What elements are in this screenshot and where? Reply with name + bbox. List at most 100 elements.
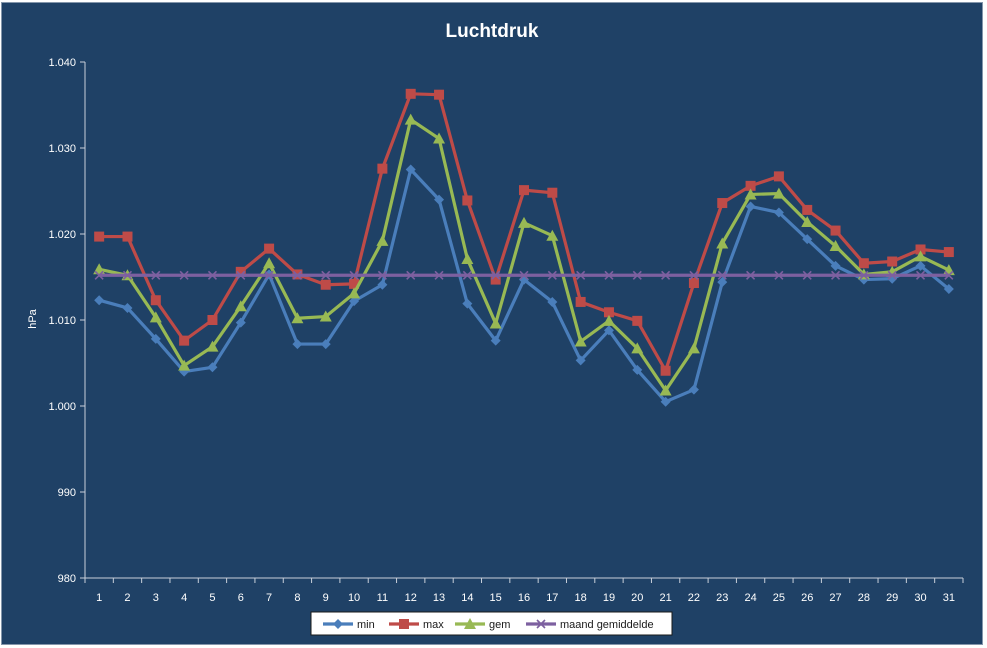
x-tick-label: 18 [575,592,587,604]
data-point [887,256,898,267]
data-point [744,188,757,200]
data-point [745,180,756,191]
data-point [943,284,954,295]
x-tick-label: 14 [461,592,473,604]
series-line [98,167,950,404]
x-tick-label: 23 [716,592,728,604]
data-point [632,315,643,326]
x-tick-label: 28 [858,592,870,604]
data-point [490,335,501,346]
data-point [263,257,276,269]
data-point [404,113,417,125]
x-tick-label: 25 [773,592,785,604]
x-tick-label: 1 [96,592,102,604]
x-tick-label: 24 [744,592,756,604]
data-point [434,194,445,205]
data-point [830,225,841,236]
data-point [773,207,784,218]
data-point [603,325,614,336]
data-point [547,187,558,198]
data-point [349,270,359,280]
data-point [830,270,841,280]
data-point [236,270,246,280]
data-point [377,270,387,280]
data-point [377,163,388,174]
data-point [319,310,332,322]
data-point [94,295,105,306]
data-point [122,270,133,280]
legend-marker [333,619,343,629]
data-point [178,359,191,371]
legend-label: min [357,619,375,631]
data-point [349,296,360,307]
legend: min max gem maand gemiddelde [310,611,673,636]
data-point [292,270,302,280]
x-tick-label: 19 [603,592,615,604]
data-point [547,270,557,280]
data-point [915,244,926,255]
data-point [944,270,954,280]
data-point [321,270,331,280]
x-tick-label: 30 [914,592,926,604]
x-tick-label: 31 [943,592,955,604]
data-point [490,274,501,285]
data-point [802,270,812,280]
x-tick-label: 11 [377,592,388,604]
series-line [98,118,950,393]
data-point [603,307,614,318]
data-point [915,270,926,280]
data-point [717,277,728,288]
data-point [547,296,558,307]
data-point [716,237,729,249]
data-point [774,270,784,280]
x-tick-label: 4 [181,592,187,604]
data-point [659,384,672,396]
data-point [264,270,274,280]
x-tick-label: 12 [405,592,417,604]
data-point [802,234,813,245]
data-point [717,198,728,209]
data-point [406,270,416,280]
data-point [349,278,360,289]
y-tick-label: 990 [58,487,76,499]
data-point [434,270,444,280]
data-point [602,314,615,326]
data-point [829,240,842,252]
data-point [660,365,671,376]
legend-entry: max [389,619,444,631]
data-point [150,333,161,344]
y-tick-label: 980 [58,573,76,585]
data-point [462,270,472,280]
data-point [433,132,446,144]
data-point [122,231,133,242]
data-point [235,266,246,277]
chart-title: Luchtdruk [446,21,539,42]
data-point [462,195,473,206]
data-point [830,260,841,271]
x-tick-label: 8 [294,592,300,604]
data-point [179,270,189,280]
data-point [376,234,389,246]
series-layer [93,88,955,407]
x-tick-label: 16 [518,592,530,604]
data-point [489,317,502,329]
data-point [660,396,671,407]
data-point [518,216,530,228]
x-tick-label: 6 [238,592,244,604]
data-point [688,278,699,289]
data-point [661,270,671,280]
legend-marker [399,619,409,629]
legend-marker [464,618,476,629]
data-point [207,315,218,325]
data-point [801,215,814,227]
data-point [689,270,699,280]
data-point [914,250,927,262]
data-point [745,201,756,212]
x-tick-label: 17 [546,592,558,604]
data-point [915,260,926,271]
y-tick-label: 1.030 [48,143,76,155]
data-point [320,339,331,350]
x-tick-label: 21 [659,592,671,604]
